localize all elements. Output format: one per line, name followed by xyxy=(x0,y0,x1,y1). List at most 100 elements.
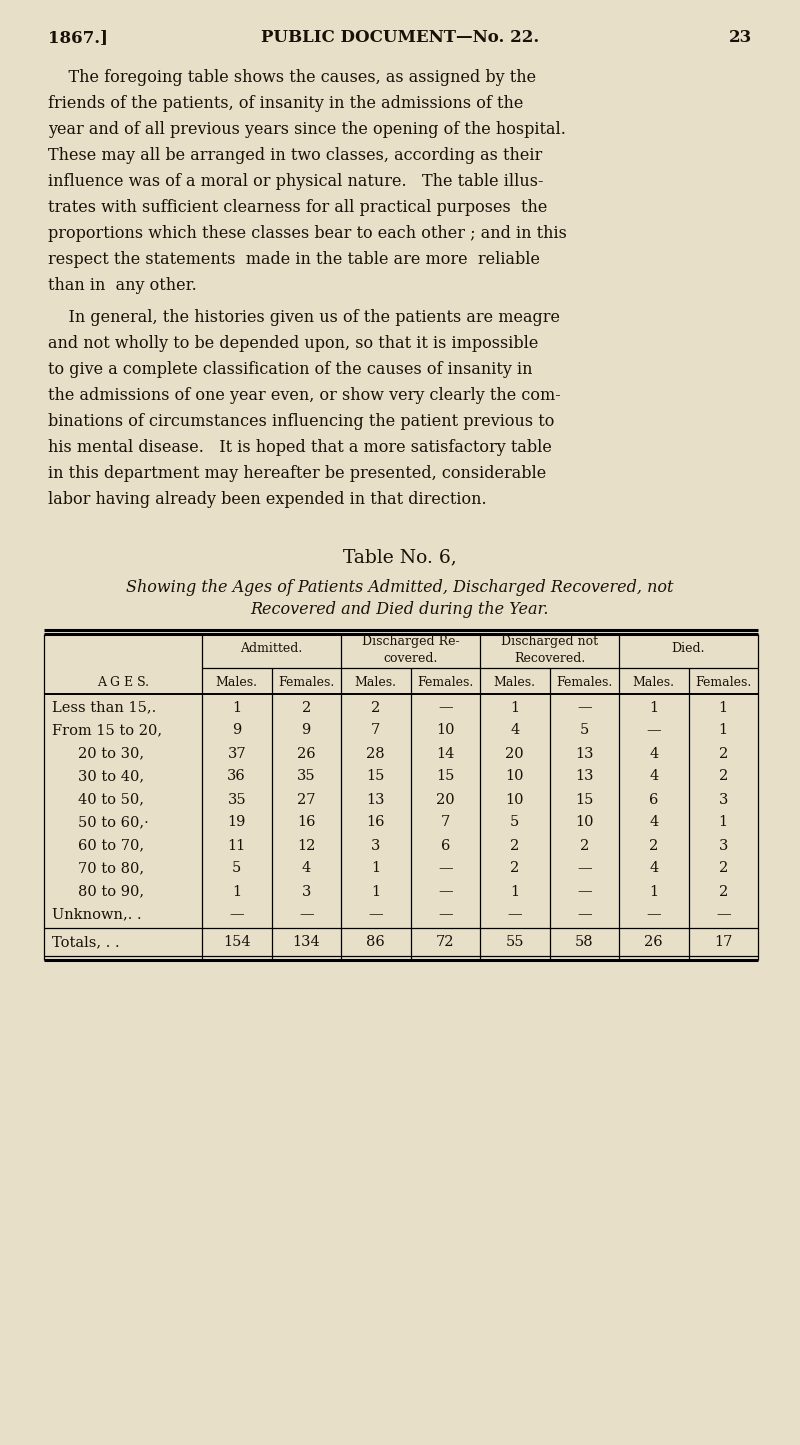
Text: Recovered.: Recovered. xyxy=(514,652,585,665)
Text: 20: 20 xyxy=(506,747,524,760)
Text: 2: 2 xyxy=(718,861,728,876)
Text: 2: 2 xyxy=(718,770,728,783)
Text: 4: 4 xyxy=(302,861,311,876)
Text: 6: 6 xyxy=(649,792,658,806)
Text: 6: 6 xyxy=(441,838,450,853)
Text: 4: 4 xyxy=(649,770,658,783)
Text: 4: 4 xyxy=(510,724,519,737)
Text: 1: 1 xyxy=(371,884,380,899)
Text: 2: 2 xyxy=(718,884,728,899)
Text: The foregoing table shows the causes, as assigned by the: The foregoing table shows the causes, as… xyxy=(48,69,536,87)
Text: 20: 20 xyxy=(436,792,454,806)
Text: 23: 23 xyxy=(729,29,752,46)
Text: 9: 9 xyxy=(302,724,311,737)
Text: Females.: Females. xyxy=(417,676,474,689)
Text: 58: 58 xyxy=(575,935,594,949)
Text: 13: 13 xyxy=(575,747,594,760)
Text: 7: 7 xyxy=(371,724,380,737)
Text: 5: 5 xyxy=(510,815,519,829)
Text: —: — xyxy=(438,861,453,876)
Text: Females.: Females. xyxy=(556,676,612,689)
Text: Females.: Females. xyxy=(278,676,334,689)
Text: 3: 3 xyxy=(371,838,381,853)
Text: —: — xyxy=(646,907,661,922)
Text: 1: 1 xyxy=(718,701,728,714)
Text: 4: 4 xyxy=(649,861,658,876)
Text: 35: 35 xyxy=(297,770,315,783)
Text: 11: 11 xyxy=(228,838,246,853)
Text: 4: 4 xyxy=(649,815,658,829)
Text: Showing the Ages of Patients Admitted, Discharged Recovered, not: Showing the Ages of Patients Admitted, D… xyxy=(126,579,674,595)
Text: Totals, . .: Totals, . . xyxy=(52,935,120,949)
Text: PUBLIC DOCUMENT—No. 22.: PUBLIC DOCUMENT—No. 22. xyxy=(261,29,539,46)
Text: 5: 5 xyxy=(232,861,242,876)
Text: 15: 15 xyxy=(575,792,594,806)
Text: —: — xyxy=(299,907,314,922)
Text: the admissions of one year even, or show very clearly the com-: the admissions of one year even, or show… xyxy=(48,387,561,405)
Text: Males.: Males. xyxy=(633,676,674,689)
Text: trates with sufficient clearness for all practical purposes  the: trates with sufficient clearness for all… xyxy=(48,199,547,215)
Text: and not wholly to be depended upon, so that it is impossible: and not wholly to be depended upon, so t… xyxy=(48,335,538,353)
Text: 26: 26 xyxy=(645,935,663,949)
Text: 134: 134 xyxy=(292,935,320,949)
Text: 26: 26 xyxy=(297,747,315,760)
Text: 80 to 90,: 80 to 90, xyxy=(78,884,144,899)
Text: —: — xyxy=(646,724,661,737)
Text: 72: 72 xyxy=(436,935,454,949)
Text: than in  any other.: than in any other. xyxy=(48,277,197,293)
Text: Discharged not: Discharged not xyxy=(501,636,598,649)
Text: labor having already been expended in that direction.: labor having already been expended in th… xyxy=(48,491,486,509)
Text: Table No. 6,: Table No. 6, xyxy=(343,548,457,566)
Text: Recovered and Died during the Year.: Recovered and Died during the Year. xyxy=(250,601,550,618)
Text: 37: 37 xyxy=(227,747,246,760)
Text: 20 to 30,: 20 to 30, xyxy=(78,747,144,760)
Text: —: — xyxy=(438,884,453,899)
Text: —: — xyxy=(230,907,244,922)
Text: 1: 1 xyxy=(510,884,519,899)
Text: binations of circumstances influencing the patient previous to: binations of circumstances influencing t… xyxy=(48,413,554,431)
Text: 1: 1 xyxy=(649,701,658,714)
Text: 2: 2 xyxy=(649,838,658,853)
Text: 14: 14 xyxy=(436,747,454,760)
Text: 1: 1 xyxy=(718,815,728,829)
Text: 3: 3 xyxy=(718,838,728,853)
Text: Unknown,. .: Unknown,. . xyxy=(52,907,142,922)
Text: Males.: Males. xyxy=(216,676,258,689)
Text: 10: 10 xyxy=(506,770,524,783)
Text: 1: 1 xyxy=(232,701,242,714)
Text: 2: 2 xyxy=(510,861,519,876)
Text: 7: 7 xyxy=(441,815,450,829)
Text: —: — xyxy=(577,884,591,899)
Text: 2: 2 xyxy=(371,701,380,714)
Text: —: — xyxy=(507,907,522,922)
Text: 40 to 50,: 40 to 50, xyxy=(78,792,144,806)
Text: —: — xyxy=(716,907,730,922)
Text: to give a complete classification of the causes of insanity in: to give a complete classification of the… xyxy=(48,361,533,379)
Text: 15: 15 xyxy=(366,770,385,783)
Text: 16: 16 xyxy=(366,815,385,829)
Text: —: — xyxy=(369,907,383,922)
Text: 13: 13 xyxy=(366,792,385,806)
Text: 1: 1 xyxy=(718,724,728,737)
Text: 27: 27 xyxy=(297,792,315,806)
Text: Discharged Re-: Discharged Re- xyxy=(362,636,459,649)
Text: 2: 2 xyxy=(510,838,519,853)
Text: 35: 35 xyxy=(227,792,246,806)
Text: 10: 10 xyxy=(436,724,454,737)
Text: 50 to 60,·: 50 to 60,· xyxy=(78,815,149,829)
Text: 1: 1 xyxy=(649,884,658,899)
Text: 1: 1 xyxy=(232,884,242,899)
Text: influence was of a moral or physical nature.   The table illus-: influence was of a moral or physical nat… xyxy=(48,173,543,189)
Text: 12: 12 xyxy=(297,838,315,853)
Text: 3: 3 xyxy=(302,884,311,899)
Text: 70 to 80,: 70 to 80, xyxy=(78,861,144,876)
Text: 15: 15 xyxy=(436,770,454,783)
Text: 55: 55 xyxy=(506,935,524,949)
Text: 17: 17 xyxy=(714,935,733,949)
Text: Males.: Males. xyxy=(494,676,536,689)
Text: 1867.]: 1867.] xyxy=(48,29,108,46)
Text: —: — xyxy=(577,861,591,876)
Text: 5: 5 xyxy=(580,724,589,737)
Text: 2: 2 xyxy=(580,838,589,853)
Text: Less than 15,.: Less than 15,. xyxy=(52,701,156,714)
